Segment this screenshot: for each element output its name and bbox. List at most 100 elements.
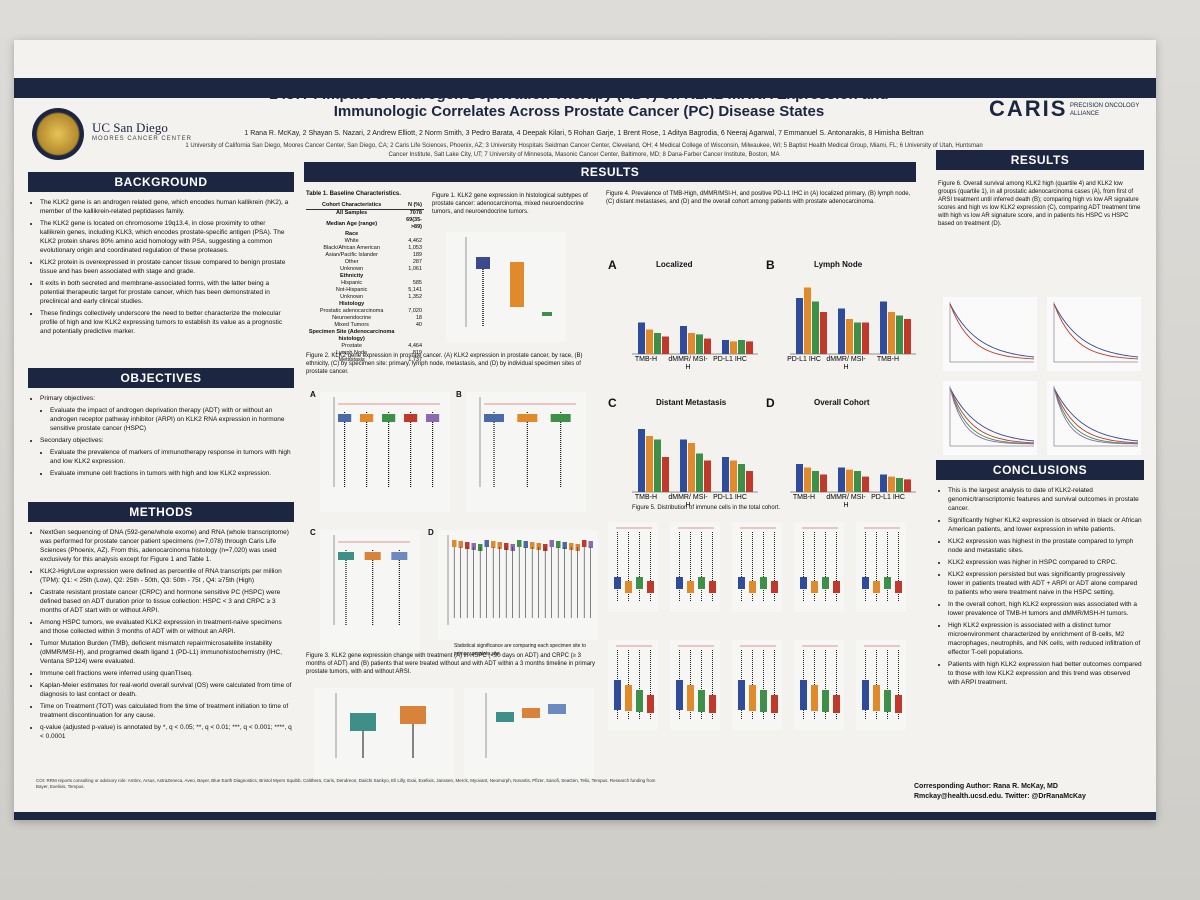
table-cell: White (344, 238, 359, 244)
list-item: q-value (adjusted p-value) is annotated … (40, 723, 292, 741)
box (523, 541, 528, 548)
fig1-boxplot (446, 232, 566, 342)
fig4-bar-chart (632, 429, 758, 493)
table-cell: Metastasis (338, 357, 365, 363)
bar (688, 333, 695, 354)
bar (722, 457, 729, 492)
ucsd-seal-icon (32, 108, 84, 160)
box (771, 581, 778, 593)
bar (838, 308, 845, 354)
fig2-panel-a (320, 392, 450, 512)
box (517, 414, 538, 422)
box (484, 540, 489, 547)
table-cell: 287 (412, 259, 422, 265)
table-cell (397, 231, 424, 238)
list-item: High KLK2 expression is associated with … (948, 621, 1142, 657)
bar (820, 312, 827, 354)
bar (738, 340, 745, 354)
list-item: The KLK2 gene is located on chromosome 1… (40, 219, 292, 255)
box (360, 414, 374, 422)
bar (880, 301, 887, 354)
box (709, 581, 716, 593)
fig2-panel-b-letter: B (456, 390, 462, 399)
poster-bottom-bar (14, 812, 1156, 820)
caris-logo: CARIS (989, 96, 1068, 121)
table-row: Hispanic 585 (306, 280, 424, 287)
fig1-caption: Figure 1. KLK2 gene expression in histol… (432, 193, 588, 215)
box (569, 543, 574, 550)
table-cell: Median Age (range) (326, 220, 378, 227)
panel-bg (856, 522, 906, 612)
box (647, 695, 654, 713)
table-cell: Asian/Pacific Islander (325, 252, 378, 258)
list-item: KLK2 protein is overexpressed in prostat… (40, 258, 292, 276)
table-cell: 585 (412, 280, 422, 286)
table-row: Unknown 1,352 (306, 294, 424, 301)
fig5-caption: Figure 5. Distribution of immune cells i… (632, 505, 781, 511)
box (484, 414, 504, 422)
table-cell: Hispanic (341, 280, 363, 286)
km-curve (1053, 387, 1139, 445)
fig2-panel-b (466, 392, 586, 512)
box (822, 690, 829, 712)
bar (746, 341, 753, 354)
bar (680, 326, 687, 354)
bar (812, 301, 819, 354)
box (771, 695, 778, 713)
disclosure-text: COI: RRM reports consulting or advisory … (36, 778, 656, 789)
list-item: KLK2-High/Low expression were defined as… (40, 567, 292, 585)
box (738, 577, 745, 589)
box (517, 540, 522, 547)
fig5-boxplot (856, 522, 906, 612)
fig4-bar-chart (790, 464, 916, 493)
panel-bg (670, 522, 720, 612)
table-cell: Prostatic adenocarcinoma (319, 308, 384, 314)
fig2-panel-d-letter: D (428, 528, 434, 537)
box (338, 552, 354, 560)
list-item: Kaplan-Meier estimates for real-world ov… (40, 681, 292, 699)
box (687, 581, 694, 593)
bar (888, 312, 895, 354)
box (676, 577, 683, 589)
corresponding-author: Corresponding Author: Rana R. McKay, MD … (914, 782, 1134, 802)
bar (896, 478, 903, 492)
panel-bg (1046, 380, 1142, 456)
box (873, 581, 880, 593)
fig4-panel-title: Localized (656, 260, 693, 269)
table-row: Ethnicity (306, 273, 424, 280)
bar (846, 469, 853, 492)
bar (696, 453, 703, 492)
table-cell: 1,352 (408, 294, 422, 300)
bar (820, 474, 827, 492)
list-item: Patients with high KLK2 expression had b… (948, 660, 1142, 687)
bar (746, 471, 753, 492)
box (452, 540, 457, 547)
table-cell: 5,141 (408, 287, 422, 293)
km-curve (949, 387, 1035, 442)
fig4-category-label: TMB-H (876, 356, 900, 363)
box (862, 680, 869, 710)
bar (796, 298, 803, 354)
bar (638, 429, 645, 492)
list-item: These findings collectively underscore t… (40, 309, 292, 336)
box (614, 577, 621, 589)
box (588, 541, 593, 548)
bar (862, 322, 869, 354)
list-item: Time on Treatment (TOT) was calculated f… (40, 702, 292, 720)
box (625, 581, 632, 593)
box (895, 695, 902, 713)
bar (738, 464, 745, 492)
table-cell: Mixed Tumors (334, 322, 369, 328)
km-curve-panel (1046, 380, 1142, 456)
km-curve (1053, 303, 1139, 358)
table-cell: Prostate (341, 343, 362, 349)
table-row: White 4,462 (306, 238, 424, 245)
box (749, 685, 756, 711)
results-right-header: RESULTS (936, 150, 1144, 170)
fig5-boxplot (856, 640, 906, 730)
box (562, 542, 567, 549)
panel-bg (732, 522, 782, 612)
table-cell: 40 (415, 322, 422, 328)
fig4-category-label: PD-L1 IHC (787, 356, 821, 363)
bar (812, 471, 819, 492)
